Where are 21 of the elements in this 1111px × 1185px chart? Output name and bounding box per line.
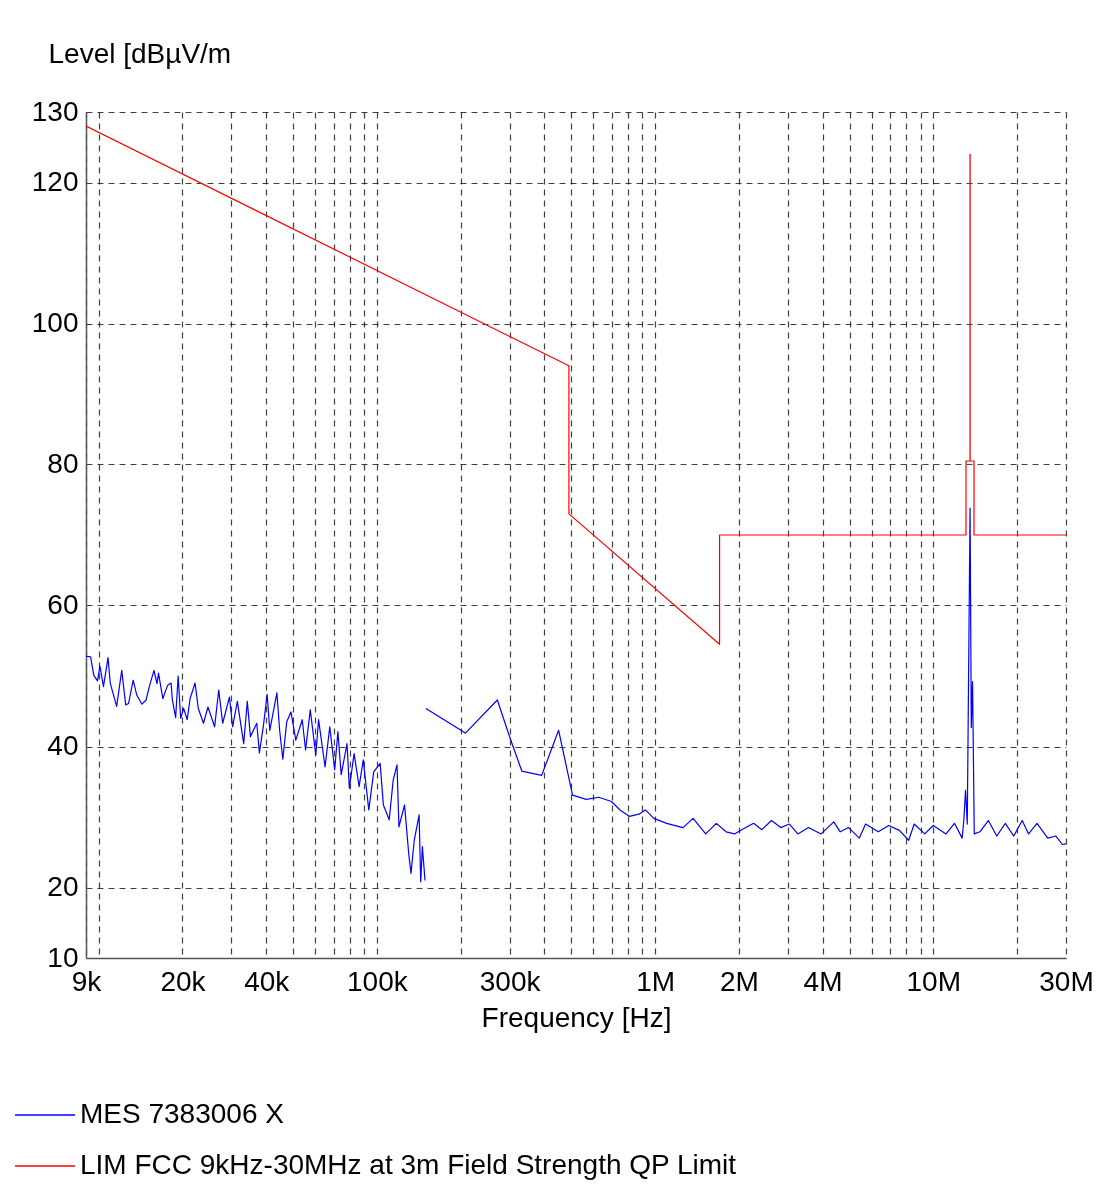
y-tick-label: 10: [47, 941, 79, 973]
x-tick-label: 4M: [803, 965, 843, 997]
y-tick-label: 100: [31, 307, 79, 338]
x-tick-label: 40k: [244, 965, 291, 997]
x-tick-label: 10M: [906, 965, 962, 997]
x-tick-label: 20k: [160, 965, 207, 997]
x-tick-label: 2M: [719, 965, 759, 997]
x-axis-title: Frequency [Hz]: [481, 1001, 672, 1033]
x-tick-label: 300k: [479, 965, 542, 997]
y-axis-title: Level [dBµV/m: [48, 37, 232, 69]
y-tick-label: 130: [31, 95, 79, 127]
x-tick-label: 1M: [636, 965, 676, 997]
y-tick-label: 120: [31, 166, 79, 197]
legend-label: LIM FCC 9kHz-30MHz at 3m Field Strength QP Limit: [80, 1149, 737, 1180]
y-tick-label: 40: [47, 730, 79, 761]
x-tick-label: 100k: [347, 965, 409, 997]
y-tick-label: 20: [47, 871, 79, 902]
y-tick-label: 60: [47, 589, 79, 620]
legend-label: MES 7383006 X: [80, 1098, 285, 1129]
x-tick-label: 30M: [1039, 965, 1094, 997]
y-tick-label: 80: [47, 448, 79, 479]
